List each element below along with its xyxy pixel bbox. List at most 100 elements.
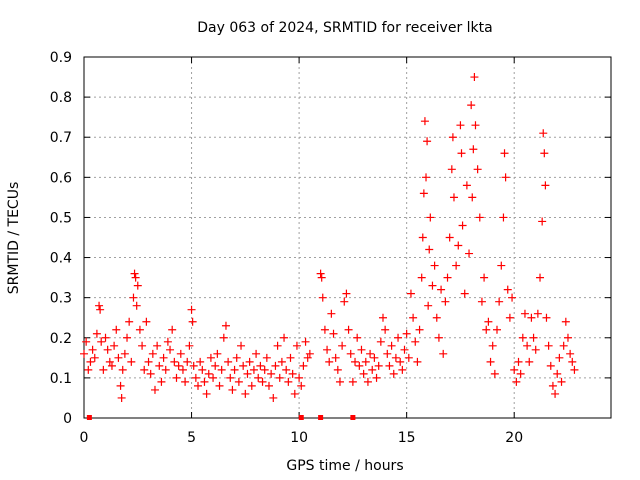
data-point: [490, 369, 499, 378]
data-point: [247, 381, 256, 390]
data-point: [555, 353, 564, 362]
data-point: [471, 121, 480, 130]
data-point: [531, 345, 540, 354]
data-point: [338, 341, 347, 350]
zero-marker: [298, 415, 304, 420]
data-point: [188, 317, 197, 326]
data-point: [422, 173, 431, 182]
data-point: [90, 353, 99, 362]
data-point: [301, 337, 310, 346]
data-point: [323, 345, 332, 354]
data-point: [88, 345, 97, 354]
data-point: [376, 337, 385, 346]
data-point: [123, 333, 132, 342]
data-point: [381, 325, 390, 334]
data-point: [361, 357, 370, 366]
chart-title: Day 063 of 2024, SRMTID for receiver lkt…: [197, 20, 492, 36]
data-point: [540, 149, 549, 158]
data-point: [467, 101, 476, 110]
data-point: [518, 333, 527, 342]
data-point: [224, 357, 233, 366]
x-axis-label: GPS time / hours: [286, 458, 403, 474]
data-point: [101, 333, 110, 342]
data-point: [135, 325, 144, 334]
data-point: [297, 381, 306, 390]
data-point: [434, 333, 443, 342]
grid-lines: [84, 57, 611, 418]
data-point: [553, 369, 562, 378]
data-point: [305, 349, 314, 358]
data-point: [389, 369, 398, 378]
data-point: [133, 281, 142, 290]
data-point: [148, 349, 157, 358]
data-point: [204, 369, 213, 378]
data-point: [415, 325, 424, 334]
data-point: [110, 341, 119, 350]
data-point: [275, 373, 284, 382]
data-point: [92, 329, 101, 338]
data-point: [112, 325, 121, 334]
data-point: [538, 217, 547, 226]
data-point: [260, 365, 269, 374]
data-point: [340, 297, 349, 306]
data-point: [418, 233, 427, 242]
data-point: [103, 345, 112, 354]
data-point: [286, 353, 295, 362]
data-point: [423, 137, 432, 146]
data-point: [353, 333, 362, 342]
data-point: [492, 325, 501, 334]
data-point: [447, 165, 456, 174]
data-point: [351, 357, 360, 366]
data-point: [398, 365, 407, 374]
y-tick-label: 0: [63, 411, 72, 427]
data-point: [344, 325, 353, 334]
data-point: [191, 373, 200, 382]
data-point: [189, 361, 198, 370]
data-point: [458, 221, 467, 230]
data-point: [84, 365, 93, 374]
data-point: [357, 345, 366, 354]
data-point: [217, 365, 226, 374]
data-point: [460, 289, 469, 298]
data-point: [172, 373, 181, 382]
data-point: [561, 317, 570, 326]
data-point: [267, 369, 276, 378]
data-point: [125, 317, 134, 326]
data-point: [183, 357, 192, 366]
data-point: [363, 377, 372, 386]
data-point: [237, 341, 246, 350]
data-point: [174, 361, 183, 370]
data-point: [318, 293, 327, 302]
data-point: [230, 365, 239, 374]
data-point: [161, 365, 170, 374]
data-point: [551, 389, 560, 398]
data-point: [331, 353, 340, 362]
data-point: [99, 365, 108, 374]
data-point: [508, 293, 517, 302]
y-tick-labels: 0 0.1 0.2 0.3 0.4 0.5 0.6 0.7 0.8 0.9: [50, 50, 72, 427]
data-point: [138, 341, 147, 350]
data-point: [163, 337, 172, 346]
data-point: [484, 317, 493, 326]
zero-marker: [350, 415, 356, 420]
data-point: [155, 361, 164, 370]
data-point: [387, 341, 396, 350]
data-points: [80, 73, 579, 420]
data-point: [469, 145, 478, 154]
data-point: [400, 345, 409, 354]
data-point: [456, 121, 465, 130]
data-point: [213, 349, 222, 358]
data-point: [284, 377, 293, 386]
data-point: [441, 297, 450, 306]
data-point: [437, 285, 446, 294]
data-point: [120, 349, 129, 358]
data-point: [105, 357, 114, 366]
data-point: [454, 241, 463, 250]
data-point: [425, 245, 434, 254]
data-point: [277, 357, 286, 366]
data-point: [303, 353, 312, 362]
data-point: [239, 361, 248, 370]
data-point: [114, 353, 123, 362]
data-point: [146, 369, 155, 378]
data-point: [374, 361, 383, 370]
